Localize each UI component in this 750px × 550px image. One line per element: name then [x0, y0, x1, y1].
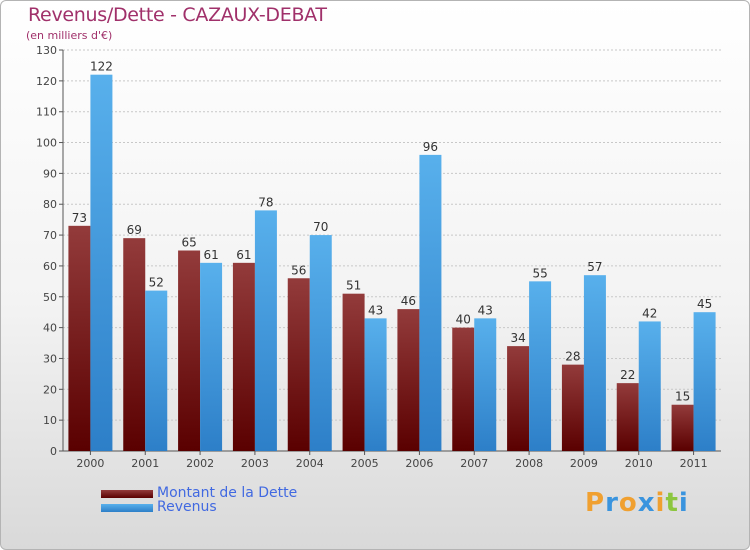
logo-letter: i	[678, 488, 689, 518]
x-tick-label: 2000	[76, 457, 104, 470]
y-tick-label: 130	[36, 44, 57, 57]
bar-dette	[68, 225, 91, 451]
y-tick-label: 110	[36, 106, 57, 119]
bar-revenus	[90, 74, 113, 451]
data-label-dette: 69	[127, 223, 142, 237]
y-tick-label: 40	[43, 322, 57, 335]
bar-revenus	[638, 321, 661, 451]
data-labels: 73 122 69 52 65 61 61 78 56 70 51 43 46 96 40 43 34 55 28 5…	[72, 60, 712, 404]
bar-dette	[232, 262, 255, 451]
bar-dette	[561, 364, 584, 451]
y-tick-label: 90	[43, 167, 57, 180]
chart-subtitle: (en milliers d'€)	[26, 29, 113, 42]
logo-letter: t	[665, 488, 679, 518]
x-tick-label: 2006	[405, 457, 433, 470]
y-tick-label: 100	[36, 137, 57, 150]
bar-revenus	[254, 210, 277, 451]
bar-chart: 0 10 20 30 40 50 60 70 80 90 100 110 120 130 2000 2001 2…	[36, 44, 721, 470]
data-label-dette: 46	[401, 294, 416, 308]
data-label-revenus: 45	[697, 297, 712, 311]
data-label-dette: 51	[346, 279, 361, 293]
legend-label-dette: Montant de la Dette	[157, 485, 298, 501]
axes: 0 10 20 30 40 50 60 70 80 90 100 110 120 130 2000 2001 2…	[36, 44, 721, 470]
data-label-dette: 65	[181, 236, 196, 250]
grid	[63, 49, 721, 452]
legend-label-revenus: Revenus	[157, 499, 217, 515]
bar-dette	[342, 293, 365, 451]
x-tick-label: 2002	[186, 457, 214, 470]
y-tick-label: 10	[43, 414, 57, 427]
y-tick-label: 50	[43, 291, 57, 304]
data-label-revenus: 55	[532, 266, 547, 280]
bar-dette	[178, 250, 201, 451]
bar-revenus	[200, 262, 223, 451]
legend-swatch-dette	[101, 490, 153, 498]
data-label-dette: 73	[72, 211, 87, 225]
bar-revenus	[529, 281, 552, 451]
bar-dette	[287, 278, 310, 451]
data-label-revenus: 61	[203, 248, 218, 262]
data-label-dette: 61	[236, 248, 251, 262]
logo-letter: r	[605, 488, 619, 518]
bar-revenus	[693, 312, 716, 451]
data-label-revenus: 43	[478, 303, 493, 317]
logo-letter: x	[637, 488, 656, 518]
data-label-revenus: 122	[90, 60, 113, 74]
logo-letter: i	[655, 488, 666, 518]
logo-letter: P	[585, 488, 606, 518]
logo-letter: o	[618, 488, 638, 518]
y-tick-label: 30	[43, 352, 57, 365]
legend-swatch-revenus	[101, 504, 153, 512]
x-tick-label: 2004	[296, 457, 324, 470]
proxiti-logo: Proxiti	[585, 488, 689, 518]
data-label-revenus: 70	[313, 220, 328, 234]
x-tick-label: 2011	[680, 457, 708, 470]
data-label-revenus: 78	[258, 195, 273, 209]
bar-revenus	[145, 290, 168, 451]
bar-revenus	[583, 275, 606, 451]
y-tick-label: 20	[43, 383, 57, 396]
data-label-dette: 15	[675, 390, 690, 404]
data-label-revenus: 42	[642, 306, 657, 320]
data-label-dette: 28	[565, 350, 580, 364]
x-tick-label: 2009	[570, 457, 598, 470]
x-tick-label: 2001	[131, 457, 159, 470]
data-label-revenus: 57	[587, 260, 602, 274]
data-label-dette: 22	[620, 368, 635, 382]
bar-dette	[616, 383, 639, 451]
data-label-dette: 34	[510, 331, 525, 345]
bar-revenus	[364, 318, 387, 451]
bar-revenus	[419, 154, 442, 451]
bars	[68, 74, 716, 451]
x-tick-label: 2007	[460, 457, 488, 470]
y-tick-label: 70	[43, 229, 57, 242]
bar-dette	[123, 238, 146, 451]
y-tick-label: 60	[43, 260, 57, 273]
data-label-revenus: 43	[368, 303, 383, 317]
bar-dette	[452, 327, 475, 451]
data-label-dette: 40	[456, 313, 471, 327]
data-label-revenus: 52	[149, 276, 164, 290]
y-tick-label: 0	[50, 445, 57, 458]
y-tick-label: 120	[36, 75, 57, 88]
x-tick-label: 2010	[625, 457, 653, 470]
x-tick-label: 2003	[241, 457, 269, 470]
data-label-dette: 56	[291, 263, 306, 277]
bar-dette	[671, 404, 694, 451]
x-tick-label: 2005	[351, 457, 379, 470]
chart-title: Revenus/Dette - CAZAUX-DEBAT	[28, 4, 327, 26]
y-tick-label: 80	[43, 198, 57, 211]
bar-revenus	[309, 235, 332, 451]
bar-dette	[507, 346, 530, 451]
x-tick-label: 2008	[515, 457, 543, 470]
data-label-revenus: 96	[423, 140, 438, 154]
bar-dette	[397, 309, 420, 451]
bar-revenus	[474, 318, 497, 451]
